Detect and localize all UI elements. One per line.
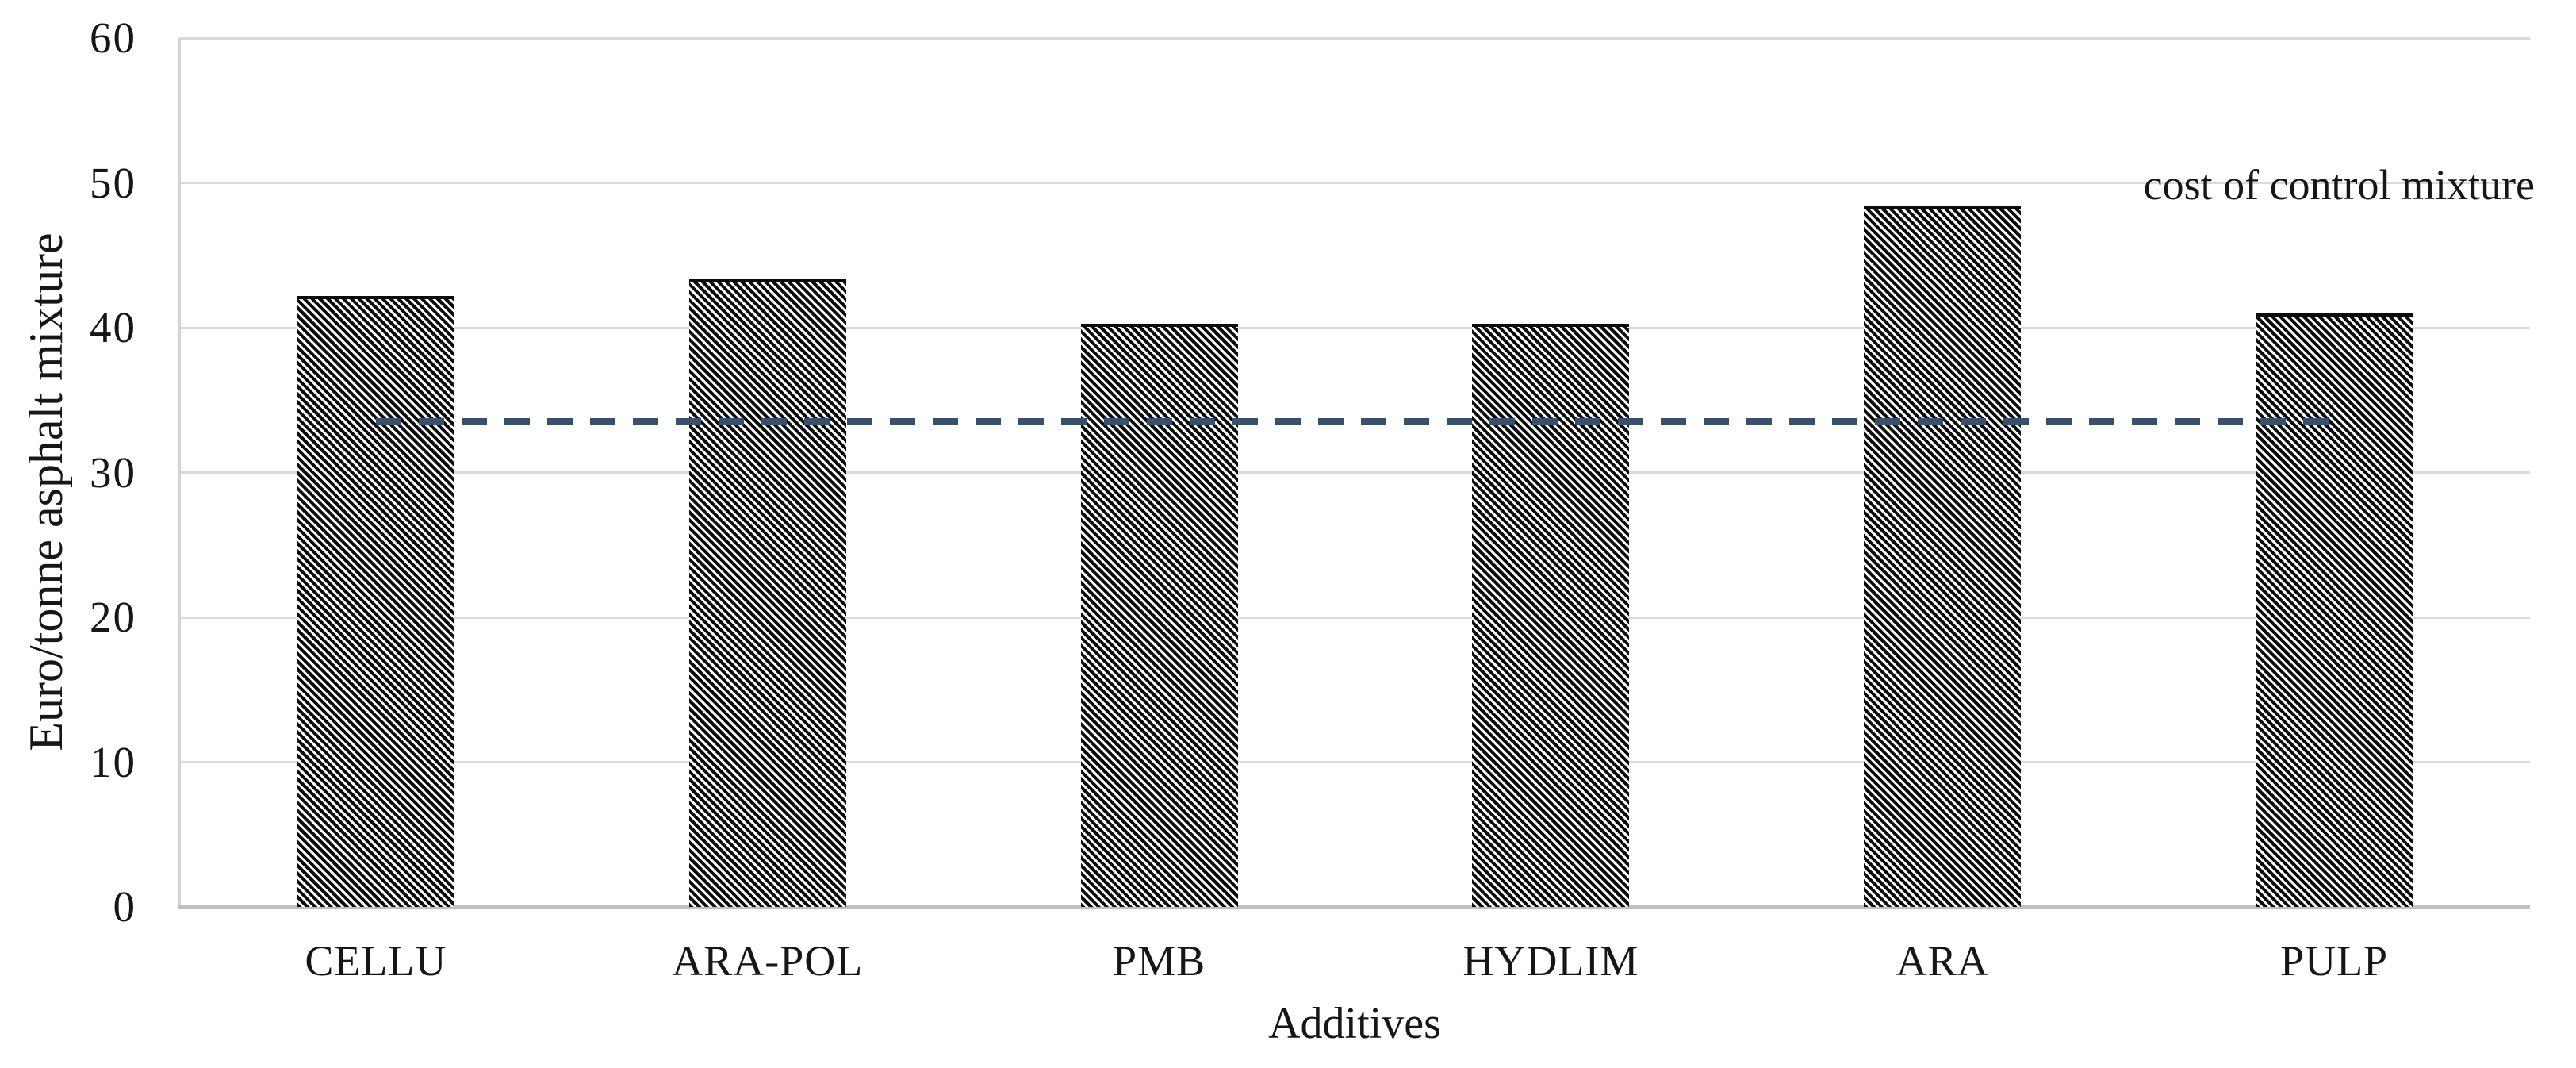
y-tick-label: 60 <box>90 13 136 62</box>
bar-ara <box>1864 206 2022 907</box>
y-tick-label: 30 <box>90 448 136 497</box>
bar-hydlim <box>1472 323 1630 907</box>
x-tick-label: ARA-POL <box>672 937 864 985</box>
x-tick-label: HYDLIM <box>1462 937 1639 985</box>
control-mixture-annotation: cost of control mixture <box>2143 161 2535 209</box>
y-tick-label: 10 <box>90 737 136 786</box>
x-tick-label: CELLU <box>305 937 447 985</box>
bar-cellu <box>297 295 454 907</box>
x-axis-title: Additives <box>1268 999 1441 1048</box>
y-tick-label: 50 <box>90 158 136 207</box>
gridline-y-60 <box>180 36 2530 40</box>
control-cost-reference-line <box>375 418 2335 426</box>
gridline-y-30 <box>180 471 2530 474</box>
y-tick-label: 40 <box>90 303 136 352</box>
x-axis-line <box>178 905 2530 909</box>
bar-pulp <box>2256 313 2413 907</box>
y-tick-label: 20 <box>90 593 136 641</box>
gridline-y-50 <box>180 182 2530 184</box>
gridline-y-40 <box>180 326 2530 329</box>
gridline-y-10 <box>180 761 2530 763</box>
bar-ara-pol <box>688 278 846 907</box>
x-tick-label: ARA <box>1896 937 1989 985</box>
y-axis-border <box>178 38 181 907</box>
x-tick-label: PULP <box>2280 937 2389 985</box>
gridline-y-20 <box>180 616 2530 619</box>
bar-pmb <box>1080 323 1238 907</box>
y-tick-label: 0 <box>113 882 136 931</box>
x-tick-label: PMB <box>1113 937 1206 985</box>
